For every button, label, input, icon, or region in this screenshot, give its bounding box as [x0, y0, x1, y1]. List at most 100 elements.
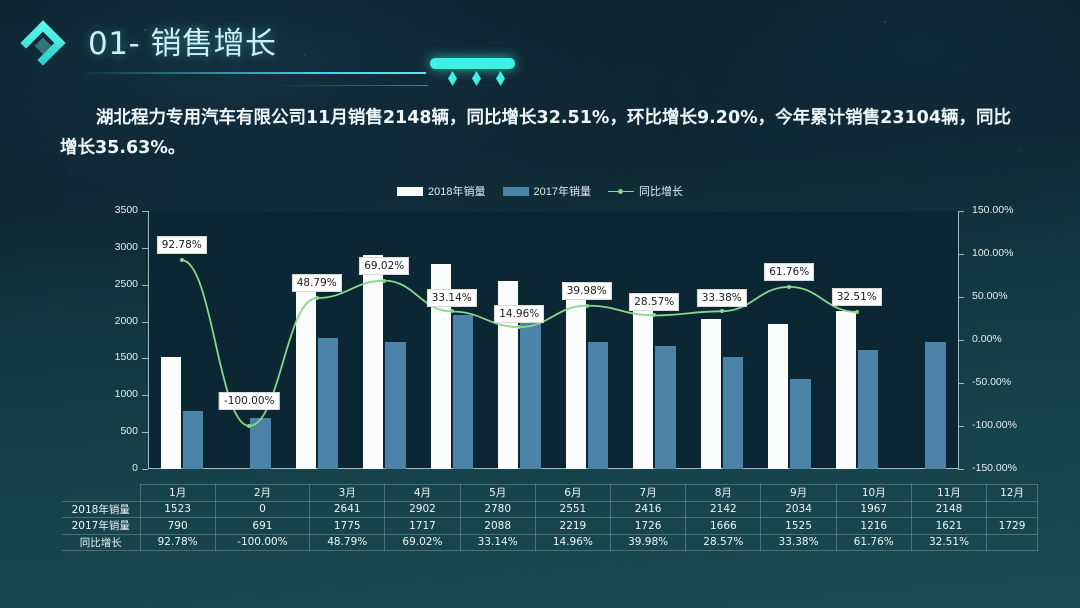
y-axis-left-tick — [142, 321, 148, 323]
bar-2018[interactable] — [363, 255, 384, 469]
data-table: 1月 2月 3月 4月 5月 6月 7月 8月 9月 10月 11月 12月 2018年销量 1523 0 2… — [62, 484, 1038, 551]
legend-color-swatch — [502, 186, 529, 196]
growth-data-label: 14.96% — [494, 305, 545, 324]
table-row-header: 2018年销量 — [62, 500, 141, 518]
title-underline — [86, 72, 426, 74]
y-axis-right-tick — [958, 469, 964, 470]
table-cell: -100.00% — [214, 533, 311, 551]
legend-label: 同比增长 — [638, 186, 683, 198]
y-axis-left-tick-label: 1000 — [114, 388, 138, 401]
table-cell: 2142 — [685, 500, 762, 518]
line-data-point[interactable] — [787, 284, 792, 289]
bar-2018[interactable] — [565, 290, 586, 469]
legend-color-swatch — [397, 186, 424, 196]
table-row-header: 同比增长 — [62, 533, 141, 551]
y-axis-right-tick-label: -100.00% — [972, 419, 1017, 431]
table-cell: 1967 — [835, 500, 912, 518]
y-axis-left-tick-label: 3500 — [114, 204, 138, 216]
growth-data-label: 33.38% — [696, 289, 747, 308]
line-data-point[interactable] — [652, 313, 657, 318]
table-cell: 0 — [214, 500, 311, 518]
y-axis-left-tick-label: 2000 — [114, 314, 138, 327]
bar-2017[interactable] — [925, 341, 946, 469]
table-cell: 2551 — [534, 500, 612, 518]
table-cell: 2416 — [609, 500, 687, 518]
table-cell: 92.78% — [139, 533, 216, 551]
y-axis-left-tick — [142, 211, 148, 212]
bar-2018[interactable] — [633, 311, 654, 469]
table-cell: 32.51% — [910, 533, 988, 551]
bar-2017[interactable] — [655, 346, 676, 469]
legend-item[interactable]: 2018年销量 — [397, 183, 486, 199]
table-cell: 1523 — [139, 500, 216, 518]
table-cell: 2780 — [459, 500, 536, 518]
table-column-header: 7月 — [609, 484, 687, 502]
line-data-point[interactable] — [584, 303, 589, 308]
decorative-diamond-icon — [448, 71, 457, 86]
table-cell: 2088 — [459, 517, 536, 535]
slide-header: 01- 销售增长 — [0, 0, 1080, 96]
line-data-point[interactable] — [449, 309, 454, 314]
bar-2017[interactable] — [317, 338, 338, 469]
bar-2018[interactable] — [835, 310, 856, 469]
bar-2017[interactable] — [520, 305, 541, 469]
y-axis-right-tick — [958, 340, 964, 341]
y-axis-right-tick — [958, 426, 964, 427]
line-data-point[interactable] — [719, 309, 724, 314]
bar-2017[interactable] — [857, 349, 878, 469]
y-axis-right-tick-label: 50.00% — [972, 290, 1008, 302]
line-data-point[interactable] — [854, 310, 859, 315]
table-cell: 28.57% — [685, 533, 762, 551]
bar-2018[interactable] — [295, 274, 316, 469]
bar-2017[interactable] — [790, 379, 811, 469]
table-cell: 39.98% — [609, 533, 687, 551]
table-cell: 2219 — [534, 517, 612, 535]
growth-data-label: -100.00% — [218, 392, 280, 410]
y-axis-right-tick-label: 0.00% — [972, 333, 1002, 345]
legend-item[interactable]: 2017年销量 — [502, 183, 591, 199]
table-header-row: 1月 2月 3月 4月 5月 6月 7月 8月 9月 10月 11月 12月 — [62, 484, 1038, 502]
y-axis-right-tick-label: -150.00% — [972, 462, 1017, 474]
table-cell: 33.14% — [459, 533, 536, 551]
growth-data-label: 69.02% — [359, 256, 410, 275]
decorative-diamond-icon — [496, 71, 505, 86]
table-cell: 2902 — [384, 500, 461, 518]
table-cell: 1729 — [986, 517, 1038, 535]
y-axis-left-tick-label: 0 — [132, 462, 138, 474]
bar-2017[interactable] — [587, 341, 608, 469]
table-column-header: 9月 — [760, 484, 837, 502]
table-cell: 1216 — [835, 517, 912, 535]
bar-2018[interactable] — [768, 324, 789, 469]
page-title: 01- 销售增长 — [88, 26, 277, 62]
table-column-header: 2月 — [214, 484, 311, 502]
line-data-point[interactable] — [517, 325, 522, 330]
legend-item[interactable]: 同比增长 — [607, 183, 683, 199]
table-row: 同比增长 92.78% -100.00% 48.79% 69.02% 33.14% 14.9… — [62, 533, 1038, 551]
bar-2017[interactable] — [452, 315, 473, 469]
bar-2017[interactable] — [182, 410, 203, 469]
bar-2018[interactable] — [700, 319, 721, 469]
legend-label: 2018年销量 — [428, 186, 486, 198]
table-row: 2017年销量 790 691 1775 1717 2088 2219 1726 1666 152… — [62, 517, 1038, 535]
y-axis-left-tick-label: 1500 — [114, 351, 138, 364]
line-data-point[interactable] — [247, 424, 252, 428]
table-cell: 1666 — [685, 517, 762, 535]
y-axis-left-tick-label: 2500 — [114, 277, 138, 290]
bar-2017[interactable] — [385, 342, 406, 469]
y-axis-right-tick-label: 100.00% — [972, 247, 1014, 259]
bar-2018[interactable] — [160, 356, 181, 469]
bar-2017[interactable] — [722, 356, 743, 469]
bar-2017[interactable] — [250, 418, 271, 469]
growth-data-label: 39.98% — [561, 281, 612, 300]
table-cell: 2148 — [910, 500, 988, 518]
line-data-point[interactable] — [314, 296, 319, 301]
table-row-header: 2017年销量 — [62, 517, 141, 535]
line-data-point[interactable] — [179, 258, 184, 263]
table-cell: 2641 — [309, 500, 386, 518]
chart-legend: 2018年销量 2017年销量 同比增长 — [0, 180, 1080, 202]
table-column-header: 1月 — [139, 484, 216, 502]
growth-data-label: 61.76% — [764, 262, 815, 281]
table-column-header: 11月 — [910, 484, 988, 502]
line-data-point[interactable] — [382, 278, 387, 283]
growth-data-label: 33.14% — [426, 289, 477, 308]
